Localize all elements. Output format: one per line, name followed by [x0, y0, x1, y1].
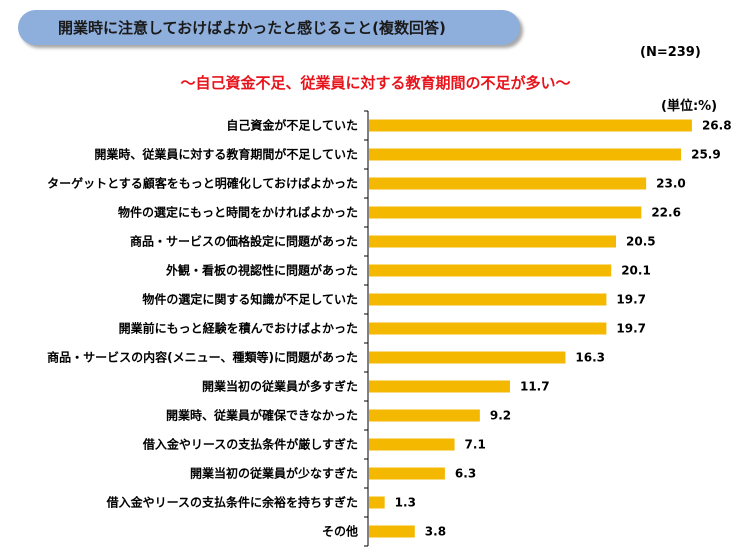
category-label: 物件の選定にもっと時間をかければよかった [118, 205, 358, 220]
category-label: 開業時、従業員が確保できなかった [166, 408, 358, 423]
category-label: 開業時、従業員に対する教育期間が不足していた [94, 147, 358, 162]
bar [369, 496, 385, 509]
category-label: 商品・サービスの内容(メニュー、種類等)に問題があった [47, 350, 358, 365]
category-label: 開業当初の従業員が少なすぎた [190, 466, 358, 481]
category-label: 借入金やリースの支払条件が厳しすぎた [142, 437, 358, 452]
category-label: 物件の選定に関する知識が不足していた [142, 292, 358, 307]
chart-subtitle: ～自己資金不足、従業員に対する教育期間の不足が多い～ [180, 74, 571, 92]
bar [369, 148, 682, 161]
bar [369, 206, 642, 219]
bar [369, 293, 607, 306]
bar [369, 525, 415, 538]
value-label: 3.8 [425, 525, 446, 539]
category-label: 自己資金が不足していた [226, 118, 358, 133]
value-label: 25.9 [691, 148, 721, 162]
value-label: 1.3 [395, 496, 416, 510]
bar [369, 177, 647, 190]
category-label: 開業当初の従業員が多すぎた [202, 379, 358, 394]
unit-label: (単位:%) [661, 99, 718, 114]
value-label: 19.7 [616, 293, 646, 307]
bar [369, 467, 445, 480]
value-label: 26.8 [702, 119, 732, 133]
category-label: 借入金やリースの支払条件に余裕を持ちすぎた [106, 495, 358, 510]
value-label: 19.7 [616, 322, 646, 336]
bar [369, 235, 617, 248]
category-label: 商品・サービスの価格設定に問題があった [130, 234, 358, 249]
category-label: その他 [322, 524, 358, 539]
value-label: 23.0 [656, 177, 686, 191]
value-label: 6.3 [455, 467, 476, 481]
value-label: 7.1 [465, 438, 486, 452]
value-label: 20.5 [626, 235, 656, 249]
bar [369, 409, 480, 422]
chart-title-banner: 開業時に注意しておけばよかったと感じること(複数回答) [18, 10, 520, 45]
bar [369, 351, 566, 364]
value-label: 20.1 [621, 264, 651, 278]
bar [369, 322, 607, 335]
value-label: 11.7 [520, 380, 550, 394]
bar [369, 119, 692, 132]
category-label: 外観・看板の視認性に問題があった [166, 263, 358, 278]
chart-title: 開業時に注意しておけばよかったと感じること(複数回答) [58, 19, 446, 37]
value-label: 22.6 [651, 206, 681, 220]
value-label: 9.2 [490, 409, 511, 423]
bar [369, 264, 612, 277]
bar [369, 438, 455, 451]
value-label: 16.3 [575, 351, 605, 365]
category-label: 開業前にもっと経験を積んでおけばよかった [119, 321, 358, 336]
sample-size-label: (N=239) [640, 45, 701, 60]
category-label: ターゲットとする顧客をもっと明確化しておけばよかった [47, 176, 358, 191]
bar [369, 380, 510, 393]
